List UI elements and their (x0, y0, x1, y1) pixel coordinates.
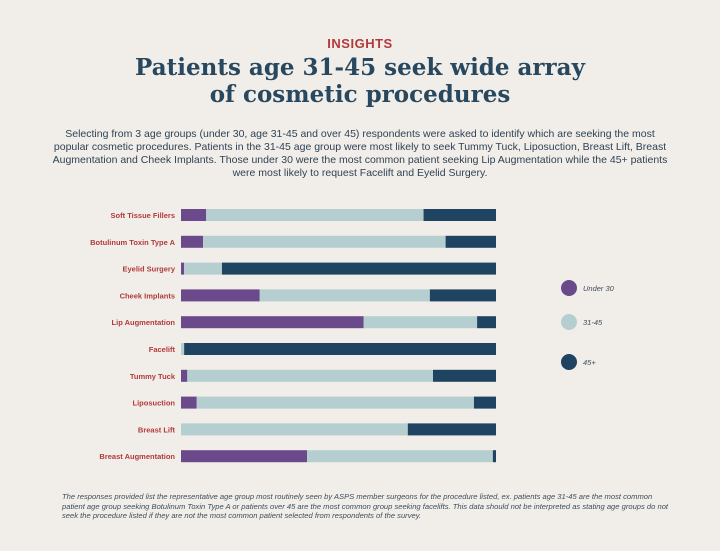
title-line-1: Patients age 31-45 seek wide array (135, 54, 585, 81)
category-label-botulinum-toxin-type-a: Botulinum Toxin Type A (90, 238, 175, 247)
legend-swatch-under-30 (561, 280, 577, 296)
bar-segment-under-30-eyelid-surgery (181, 262, 185, 275)
bar-segment-31-45-cheek-implants (259, 289, 430, 302)
bar-segment-45-cheek-implants (429, 289, 496, 302)
bar-segment-31-45-liposuction (196, 396, 474, 409)
footnote: The responses provided list the represen… (62, 492, 669, 521)
bar-segment-31-45-lip-augmentation (363, 316, 478, 329)
bar-segment-45-breast-augmentation (492, 450, 496, 463)
bar-segment-under-30-liposuction (181, 396, 197, 409)
legend-label-45: 45+ (583, 358, 596, 367)
category-label-cheek-implants: Cheek Implants (120, 291, 175, 300)
bar-segment-45-tummy-tuck (433, 369, 496, 382)
legend-swatch-31-45 (561, 314, 577, 330)
bar-segment-31-45-breast-augmentation (307, 450, 493, 463)
bar-segment-45-eyelid-surgery (221, 262, 496, 275)
category-label-breast-augmentation: Breast Augmentation (99, 452, 175, 461)
bar-segment-45-soft-tissue-fillers (423, 209, 496, 221)
category-label-liposuction: Liposuction (133, 399, 176, 408)
bar-segment-31-45-breast-lift (181, 423, 408, 436)
bar-segment-under-30-lip-augmentation (181, 316, 364, 329)
category-label-breast-lift: Breast Lift (138, 425, 176, 434)
bar-segment-45-facelift (184, 343, 496, 355)
bar-segment-31-45-botulinum-toxin-type-a (203, 235, 446, 248)
page-title: Patients age 31-45 seek wide array of co… (60, 54, 660, 108)
bar-segment-31-45-soft-tissue-fillers (206, 209, 424, 221)
legend-label-31-45: 31-45 (583, 318, 603, 327)
bar-segment-under-30-tummy-tuck (181, 369, 188, 382)
title-line-2: of cosmetic procedures (209, 81, 511, 108)
category-label-facelift: Facelift (149, 345, 176, 354)
bar-segment-31-45-eyelid-surgery (184, 262, 222, 275)
bar-segment-45-lip-augmentation (477, 316, 496, 329)
bar-segment-under-30-soft-tissue-fillers (181, 209, 207, 221)
category-label-eyelid-surgery: Eyelid Surgery (122, 265, 175, 274)
bar-segment-under-30-cheek-implants (181, 289, 260, 302)
bar-segment-31-45-tummy-tuck (187, 369, 433, 382)
bar-segment-under-30-botulinum-toxin-type-a (181, 235, 204, 248)
bar-segment-31-45-facelift (181, 343, 185, 355)
category-label-lip-augmentation: Lip Augmentation (112, 318, 176, 327)
bar-segment-45-botulinum-toxin-type-a (445, 235, 496, 248)
eyebrow-label: INSIGHTS (327, 36, 393, 51)
category-label-tummy-tuck: Tummy Tuck (130, 372, 176, 381)
bar-segment-45-breast-lift (407, 423, 496, 436)
bar-segment-45-liposuction (473, 396, 496, 409)
category-label-soft-tissue-fillers: Soft Tissue Fillers (111, 211, 175, 220)
intro-paragraph: Selecting from 3 age groups (under 30, a… (52, 128, 668, 179)
legend-swatch-45 (561, 354, 577, 370)
bar-segment-under-30-breast-augmentation (181, 450, 307, 463)
legend-label-under-30: Under 30 (583, 284, 615, 293)
